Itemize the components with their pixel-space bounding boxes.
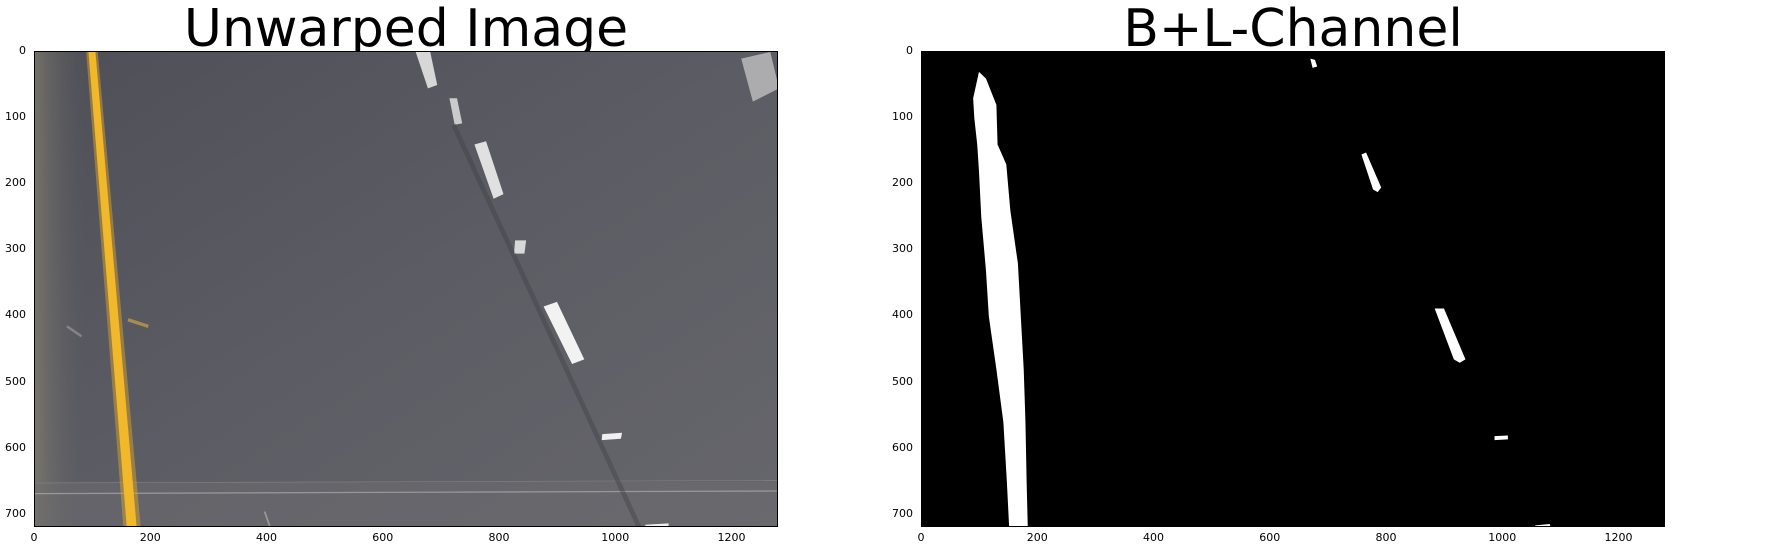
y-tick-label: 100 — [892, 110, 913, 124]
y-tick-label: 600 — [5, 440, 26, 454]
unwarped-road-image — [35, 52, 777, 526]
x-tick-label: 1200 — [1604, 531, 1633, 544]
right-image-frame — [921, 51, 1665, 527]
y-tick-label: 200 — [892, 176, 913, 190]
x-tick-label: 1200 — [717, 531, 746, 544]
x-tick-label: 200 — [139, 531, 161, 544]
left-panel-title: Unwarped Image — [183, 0, 629, 59]
x-tick-label: 0 — [917, 531, 925, 544]
x-tick-label: 800 — [1375, 531, 1397, 544]
x-tick-label: 1000 — [601, 531, 630, 544]
x-tick-label: 600 — [372, 531, 394, 544]
x-tick-label: 1000 — [1488, 531, 1517, 544]
x-tick-label: 400 — [256, 531, 277, 544]
y-tick-label: 400 — [892, 308, 913, 322]
x-tick-label: 0 — [30, 531, 38, 544]
y-tick-label: 500 — [5, 374, 26, 388]
left-image-frame — [34, 51, 778, 527]
x-tick-label: 400 — [1143, 531, 1164, 544]
y-tick-label: 200 — [5, 176, 26, 190]
y-tick-label: 0 — [906, 44, 913, 57]
y-tick-label: 0 — [19, 44, 26, 57]
x-tick-label: 600 — [1259, 531, 1281, 544]
y-tick-label: 700 — [5, 506, 26, 520]
y-tick-label: 300 — [892, 242, 913, 256]
y-tick-label: 600 — [892, 440, 913, 454]
y-tick-label: 300 — [5, 242, 26, 256]
y-tick-label: 500 — [892, 374, 913, 388]
y-tick-label: 100 — [5, 110, 26, 124]
x-tick-label: 200 — [1026, 531, 1048, 544]
right-panel-title: B+L-Channel — [1123, 0, 1463, 59]
y-tick-label: 700 — [892, 506, 913, 520]
binary-mask-image — [922, 52, 1664, 526]
x-tick-label: 800 — [488, 531, 510, 544]
y-tick-label: 400 — [5, 308, 26, 322]
